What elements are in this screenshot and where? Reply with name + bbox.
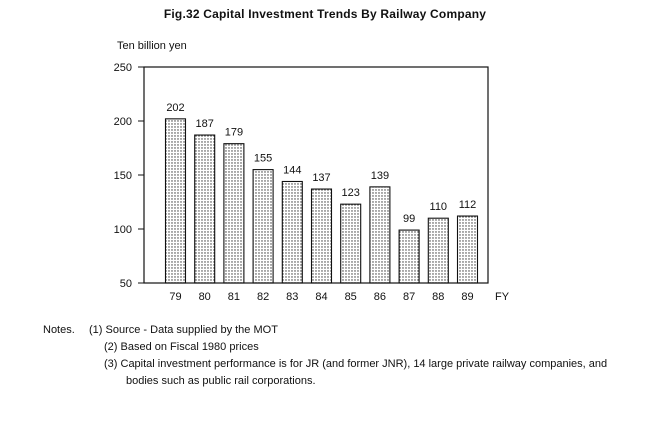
bar [252, 169, 274, 284]
bar [223, 143, 245, 284]
data-label: 187 [196, 118, 214, 130]
data-label: 179 [225, 127, 243, 139]
bar [369, 186, 391, 284]
bar [427, 217, 449, 284]
data-label: 139 [371, 170, 389, 182]
y-tick-label: 200 [114, 116, 132, 128]
y-tick-label: 100 [114, 224, 132, 236]
y-tick-label: 150 [114, 170, 132, 182]
data-label: 99 [403, 213, 415, 225]
x-tick-label: 87 [403, 291, 415, 303]
x-tick-label: 82 [257, 291, 269, 303]
x-tick-label: 83 [286, 291, 298, 303]
y-axis-label: Ten billion yen [117, 40, 187, 52]
bar [456, 215, 479, 284]
note-3: (3) Capital investment performance is fo… [104, 358, 608, 370]
note-3-continuation: bodies such as public rail corporations. [126, 375, 316, 387]
notes-section: Notes. (1) Source - Data supplied by the … [43, 322, 643, 390]
note-2: (2) Based on Fiscal 1980 prices [104, 341, 259, 353]
bar [281, 180, 303, 284]
notes-heading: Notes. [43, 324, 75, 336]
bar-chart: 202 187 179 155 144 137 123 139 99 110 112 50 100 15… [114, 62, 510, 303]
data-label: 112 [459, 199, 477, 211]
bar [310, 188, 333, 284]
x-tick-label: 86 [374, 291, 386, 303]
y-tick-label: 250 [114, 62, 132, 74]
x-tick-label: 79 [169, 291, 181, 303]
data-label: 155 [254, 153, 272, 165]
x-tick-label: 80 [199, 291, 211, 303]
data-label: 137 [312, 172, 330, 184]
bar [164, 118, 187, 284]
x-axis-label: FY [495, 291, 510, 303]
chart-title: Fig.32 Capital Investment Trends By Rail… [163, 7, 487, 21]
data-label: 123 [342, 187, 360, 199]
x-tick-label: 85 [345, 291, 357, 303]
data-label: 144 [283, 164, 301, 176]
x-tick-label: 81 [228, 291, 240, 303]
bar [194, 134, 216, 284]
x-tick-label: 89 [461, 291, 473, 303]
data-label: 110 [430, 201, 448, 213]
data-label: 202 [166, 102, 184, 114]
y-tick-label: 50 [120, 278, 132, 290]
bar [398, 229, 420, 284]
x-tick-label: 84 [315, 291, 327, 303]
note-1: (1) Source - Data supplied by the MOT [89, 324, 278, 336]
bar [340, 203, 362, 284]
x-tick-label: 88 [432, 291, 444, 303]
